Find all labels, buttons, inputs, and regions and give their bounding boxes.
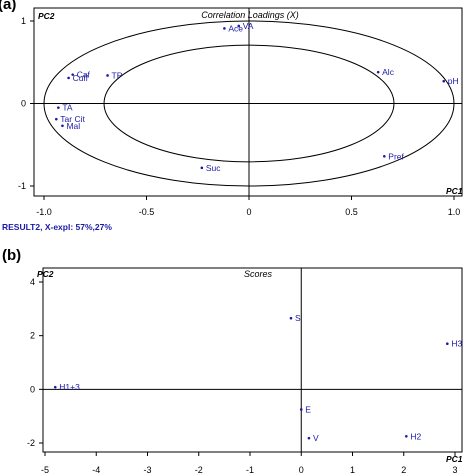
loadings-point-label: Ace [228,23,243,33]
loadings-point-marker [383,155,386,158]
panel-a-y-axis-name: PC2 [38,11,55,21]
scores-point-label: H3 [451,339,462,349]
loadings-point-marker [57,106,60,109]
loadings-point-label: Caf [77,70,91,80]
scores-x-tick-label: 2 [401,465,406,474]
scores-point-marker [405,434,408,438]
scores-panel: (b) Scores PC2 PC1 -5 -4 -3 -2 -1 0 1 2 3 -2024 … [2,247,463,474]
panel-b-y-axis-name: PC2 [37,269,54,279]
panel-b-title: Scores [244,269,273,279]
scores-point-label: H1+3 [59,382,80,392]
scores-point-label: E [305,404,311,414]
loadings-x-tick-label: -1.0 [36,207,52,217]
scores-y-tick-label: -2 [27,438,35,448]
scores-x-tick-label: -5 [41,465,49,474]
scores-x-tick-label: 0 [299,465,304,474]
scores-x-tick-label: -4 [92,465,100,474]
loadings-y-tick-label: 0 [21,99,26,109]
panel-a-zero-axes [34,8,462,196]
loadings-point-label: Pref [388,151,404,161]
scores-point-label: H2 [410,431,421,441]
correlation-loadings-panel: (a) Correlation Loadings (X) PC2 PC1 -1.… [0,0,463,232]
loadings-point-label: Suc [206,163,221,173]
loadings-point-marker [67,76,70,80]
panel-b-x-axis-name: PC1 [446,454,463,464]
scores-point-marker [53,385,57,389]
loadings-point-marker [55,117,58,121]
scores-point-marker [307,436,311,440]
loadings-point-label: Cuff [73,73,89,83]
scores-x-tick-label: -1 [246,465,254,474]
loadings-y-tick-label: 1 [21,16,26,26]
scores-x-tick-label: 3 [452,465,457,474]
scores-point-marker [446,342,449,346]
loadings-point-marker [200,166,204,170]
panel-a-x-ticks: -1.0 -0.5 0 0.5 1.0 [36,196,460,217]
scores-x-tick-label: -3 [143,465,151,474]
panel-b-letter: (b) [2,247,21,264]
loadings-point-marker [376,70,380,74]
loadings-point-label: TA [62,103,73,113]
loadings-point-marker [223,27,226,30]
scores-y-tick-label: 2 [30,331,35,341]
scores-x-tick-label: 1 [350,465,355,474]
scores-point-label: S [295,313,301,323]
loadings-x-tick-label: -0.5 [139,207,155,217]
panel-b-y-ticks: -2 0 2 4 [27,277,43,448]
scores-point-marker [289,316,293,320]
scores-y-tick-label: 0 [30,384,35,394]
loadings-point-label: Mal [66,121,80,131]
loadings-point-label: pH [448,76,459,86]
panel-a-frame [33,7,463,197]
loadings-point-label: VA [243,21,254,31]
panel-a-y-ticks: -1 0 1 [18,16,34,191]
panel-b-frame [42,267,463,453]
panel-a-x-axis-name: PC1 [446,186,463,196]
loadings-point-label: Tar Cit [60,114,85,124]
panel-a-footer: RESULT2, X-expl: 57%,27% [2,222,112,232]
loadings-point-marker [71,73,74,76]
loadings-point-label: Alc [382,67,395,77]
loadings-x-tick-label: 0.5 [345,207,358,217]
scores-x-tick-label: -2 [195,465,203,474]
panel-a-letter: (a) [0,0,16,13]
panel-a-title: Correlation Loadings (X) [201,10,299,20]
loadings-point-marker [442,79,446,83]
loadings-point-marker [61,124,64,128]
scores-point-marker [299,408,303,411]
loadings-point-marker [237,24,241,28]
loadings-point-label: TP [112,70,123,80]
loadings-y-tick-label: -1 [18,181,26,191]
loadings-x-tick-label: 0 [246,207,251,217]
loadings-point-marker [106,74,109,77]
panel-b-points: S H3 H1+3 E V H2 [53,313,462,443]
loadings-x-tick-label: 1.0 [448,207,461,217]
panel-b-x-ticks: -5 -4 -3 -2 -1 0 1 2 3 [41,452,458,474]
scores-y-tick-label: 4 [30,277,35,287]
scores-point-label: V [313,433,319,443]
panel-b-zero-axes [43,268,462,452]
